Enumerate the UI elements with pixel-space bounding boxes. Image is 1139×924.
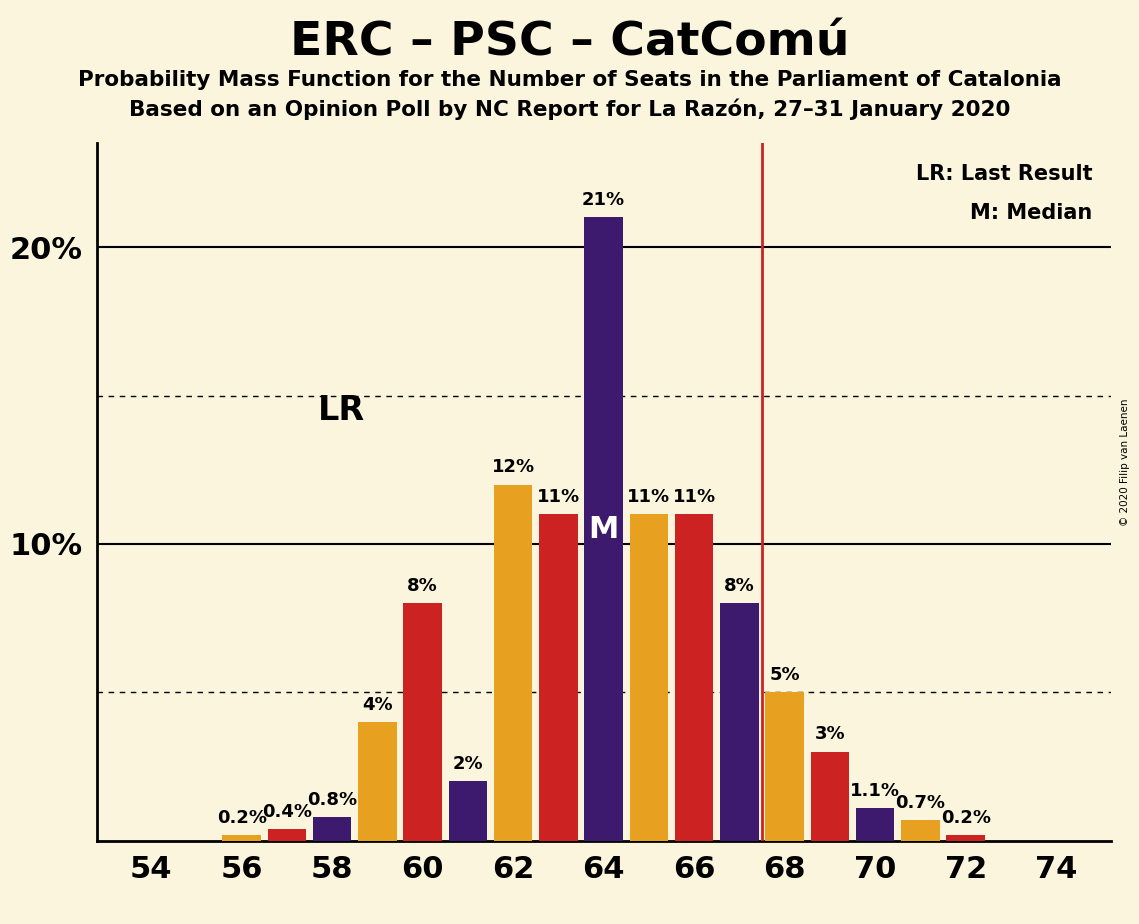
Text: 3%: 3% [814,725,845,744]
Text: 11%: 11% [673,488,715,506]
Text: 5%: 5% [769,666,800,684]
Bar [449,782,487,841]
Bar [765,692,804,841]
Bar [857,808,894,841]
Text: ERC – PSC – CatComú: ERC – PSC – CatComú [289,20,850,66]
Text: 11%: 11% [628,488,671,506]
Text: 4%: 4% [362,696,393,713]
Text: 12%: 12% [492,458,534,476]
Text: M: Median: M: Median [970,202,1092,223]
Bar [313,817,351,841]
Bar [947,835,985,841]
Text: M: M [589,515,618,543]
Text: 21%: 21% [582,191,625,209]
Text: LR: LR [318,394,364,427]
Text: 0.8%: 0.8% [308,791,358,808]
Bar [584,217,623,841]
Text: 0.2%: 0.2% [216,808,267,827]
Bar [630,515,669,841]
Text: Probability Mass Function for the Number of Seats in the Parliament of Catalonia: Probability Mass Function for the Number… [77,70,1062,91]
Bar [901,821,940,841]
Text: 0.2%: 0.2% [941,808,991,827]
Text: © 2020 Filip van Laenen: © 2020 Filip van Laenen [1121,398,1130,526]
Text: 0.4%: 0.4% [262,803,312,821]
Bar [403,603,442,841]
Bar [494,484,532,841]
Text: Based on an Opinion Poll by NC Report for La Razón, 27–31 January 2020: Based on an Opinion Poll by NC Report fo… [129,99,1010,120]
Text: 2%: 2% [452,755,483,773]
Text: 8%: 8% [408,578,439,595]
Text: 0.7%: 0.7% [895,794,945,812]
Bar [358,722,396,841]
Bar [539,515,577,841]
Bar [811,752,850,841]
Text: LR: Last Result: LR: Last Result [916,164,1092,184]
Bar [222,835,261,841]
Text: 11%: 11% [536,488,580,506]
Bar [675,515,713,841]
Text: 1.1%: 1.1% [850,782,900,800]
Text: 8%: 8% [724,578,755,595]
Bar [720,603,759,841]
Bar [268,829,306,841]
